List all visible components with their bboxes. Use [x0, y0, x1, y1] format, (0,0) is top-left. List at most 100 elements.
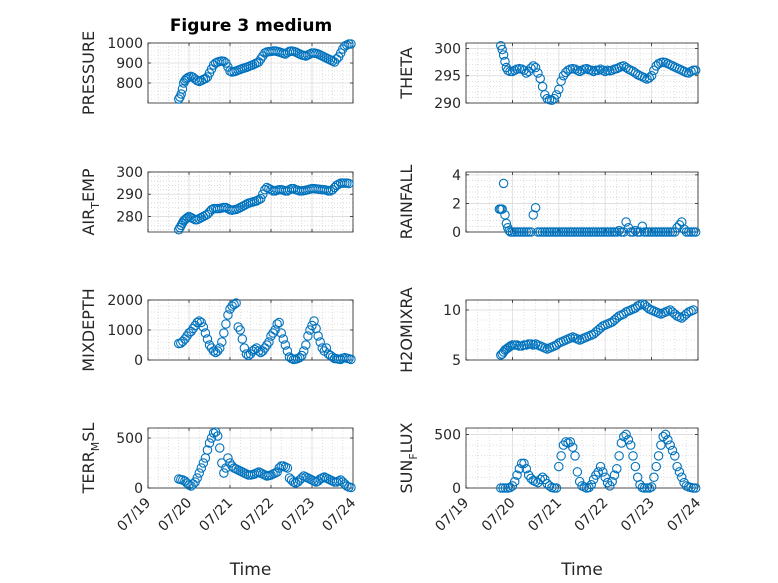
data-point: [607, 476, 617, 487]
y-axis-label: AIRTEMP: [79, 168, 102, 235]
data-point: [554, 227, 564, 237]
x-tick-label: 07/23: [618, 495, 658, 535]
y-tick-label: 290: [434, 96, 461, 112]
data-point: [586, 227, 597, 237]
data-point: [642, 302, 652, 312]
y-axis-label-part: LUX: [397, 422, 416, 453]
data-point: [194, 468, 205, 478]
data-point: [690, 65, 701, 76]
data-point: [602, 227, 613, 237]
data-point: [567, 227, 578, 237]
data-point: [549, 227, 559, 237]
data-point: [346, 482, 356, 493]
data-point: [561, 227, 571, 237]
data-point: [688, 65, 699, 76]
data-point: [649, 227, 659, 237]
y-tick-label: 280: [116, 209, 143, 225]
y-axis-label-part: SL: [79, 423, 98, 442]
data-point: [309, 476, 319, 486]
data-point: [665, 440, 675, 450]
data-point: [523, 339, 534, 349]
data-point: [688, 483, 699, 493]
data-point: [333, 476, 344, 486]
data-point: [181, 213, 191, 224]
data-point: [270, 325, 280, 335]
x-axis-label: Time: [229, 560, 272, 580]
data-point: [570, 227, 580, 237]
data-point: [280, 340, 291, 350]
data-point: [677, 217, 687, 227]
axes-box: [147, 171, 354, 233]
data-point: [565, 227, 576, 237]
axes-box: [147, 42, 354, 104]
data-point: [497, 204, 507, 214]
data-point: [556, 451, 566, 461]
y-axis-label-part: AIR: [79, 209, 98, 236]
data-point: [294, 352, 305, 363]
data-point: [579, 227, 590, 237]
data-point: [177, 84, 188, 94]
data-point: [637, 221, 648, 232]
data-point: [526, 63, 536, 73]
data-point: [288, 477, 299, 487]
data-point: [690, 483, 701, 493]
data-point: [630, 303, 641, 313]
data-point: [264, 337, 274, 347]
data-point: [558, 70, 569, 81]
data-point: [516, 458, 527, 469]
data-point: [253, 346, 264, 356]
data-point: [551, 227, 562, 237]
data-point: [239, 343, 250, 353]
data-point: [184, 480, 194, 490]
x-tick-label: 07/24: [319, 495, 359, 535]
data-point: [301, 340, 311, 350]
data-point: [274, 317, 284, 328]
data-point: [514, 227, 525, 237]
data-point: [672, 222, 682, 233]
data-point: [223, 310, 233, 320]
data-point: [658, 227, 668, 237]
data-point: [535, 474, 545, 485]
data-point: [651, 461, 661, 472]
axes-box: [465, 299, 699, 361]
data-point: [577, 227, 587, 237]
data-point: [593, 467, 603, 477]
data-point: [653, 227, 664, 237]
data-point: [241, 349, 252, 359]
data-point: [639, 227, 650, 237]
data-point: [200, 328, 211, 338]
data-point: [223, 453, 233, 463]
data-point: [498, 50, 509, 60]
data-point: [572, 467, 583, 477]
data-point: [346, 354, 356, 365]
data-point: [241, 199, 252, 209]
data-point: [591, 227, 601, 237]
subplot-5: 0 1000 2000 MIXDEPTH: [79, 288, 356, 372]
x-tick-label: 07/21: [196, 495, 236, 535]
y-tick-label: 500: [434, 427, 461, 443]
data-point: [509, 227, 520, 237]
data-point: [282, 463, 293, 473]
data-point: [509, 340, 520, 350]
x-tick-label: 07/23: [278, 495, 318, 535]
data-point: [663, 227, 673, 237]
data-point: [625, 227, 636, 237]
data-point: [229, 299, 239, 310]
data-point: [299, 346, 309, 356]
y-axis-label: MIXDEPTH: [79, 288, 98, 371]
y-axis-label: TERRMSL: [79, 423, 102, 495]
data-point: [514, 341, 525, 351]
data-point: [521, 227, 532, 237]
data-point: [174, 94, 184, 104]
data-point: [660, 429, 671, 440]
data-point: [653, 451, 664, 461]
data-point: [196, 317, 207, 328]
data-point: [537, 227, 548, 237]
data-point: [215, 343, 225, 353]
data-point: [313, 331, 323, 341]
data-point: [528, 210, 539, 220]
data-point: [544, 481, 555, 491]
figure-title: Figure 3 medium: [170, 16, 332, 36]
y-tick-label: 0: [134, 481, 143, 497]
